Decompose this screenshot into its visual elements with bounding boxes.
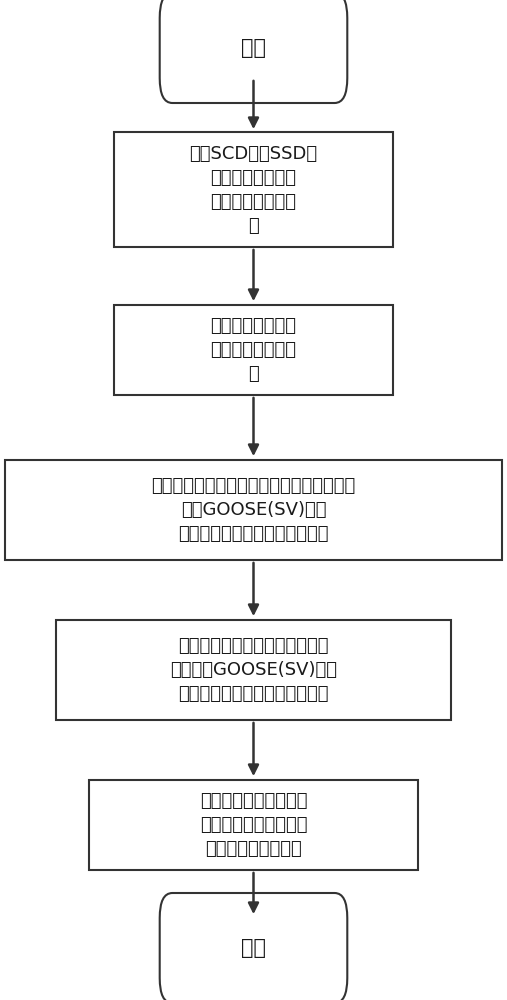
Bar [114,132,393,247]
Text: 解析SCD包含SSD信
息文件，获取电压
等级及间隔列表信
息: 解析SCD包含SSD信 息文件，获取电压 等级及间隔列表信 息 [190,145,317,235]
Text: 间隔层装置的特征字映射表内容为特征字与
装置GOOSE(SV)内部
信号的参引或是描述的对应表。: 间隔层装置的特征字映射表内容为特征字与 装置GOOSE(SV)内部 信号的参引或… [152,477,355,543]
FancyBboxPatch shape [160,893,347,1000]
Text: 开始: 开始 [241,38,266,58]
Text: 结束: 结束 [241,938,266,958]
Bar [56,620,451,720]
Text: 解析间隔连接模板
，获取连线定义信
息: 解析间隔连接模板 ，获取连线定义信 息 [210,317,297,383]
Bar [114,305,393,395]
Bar [89,780,418,870]
Bar [5,460,502,560]
Text: 由特征字为联络信息，
将内部参引与外部参引
连接形成虚端子连线: 由特征字为联络信息， 将内部参引与外部参引 连接形成虚端子连线 [200,792,307,858]
FancyBboxPatch shape [160,0,347,103]
Text: 过程层装置特征字映射表为特征
字与装置GOOSE(SV)外部
信号的参引或是描述的对应表。: 过程层装置特征字映射表为特征 字与装置GOOSE(SV)外部 信号的参引或是描述… [170,637,337,703]
